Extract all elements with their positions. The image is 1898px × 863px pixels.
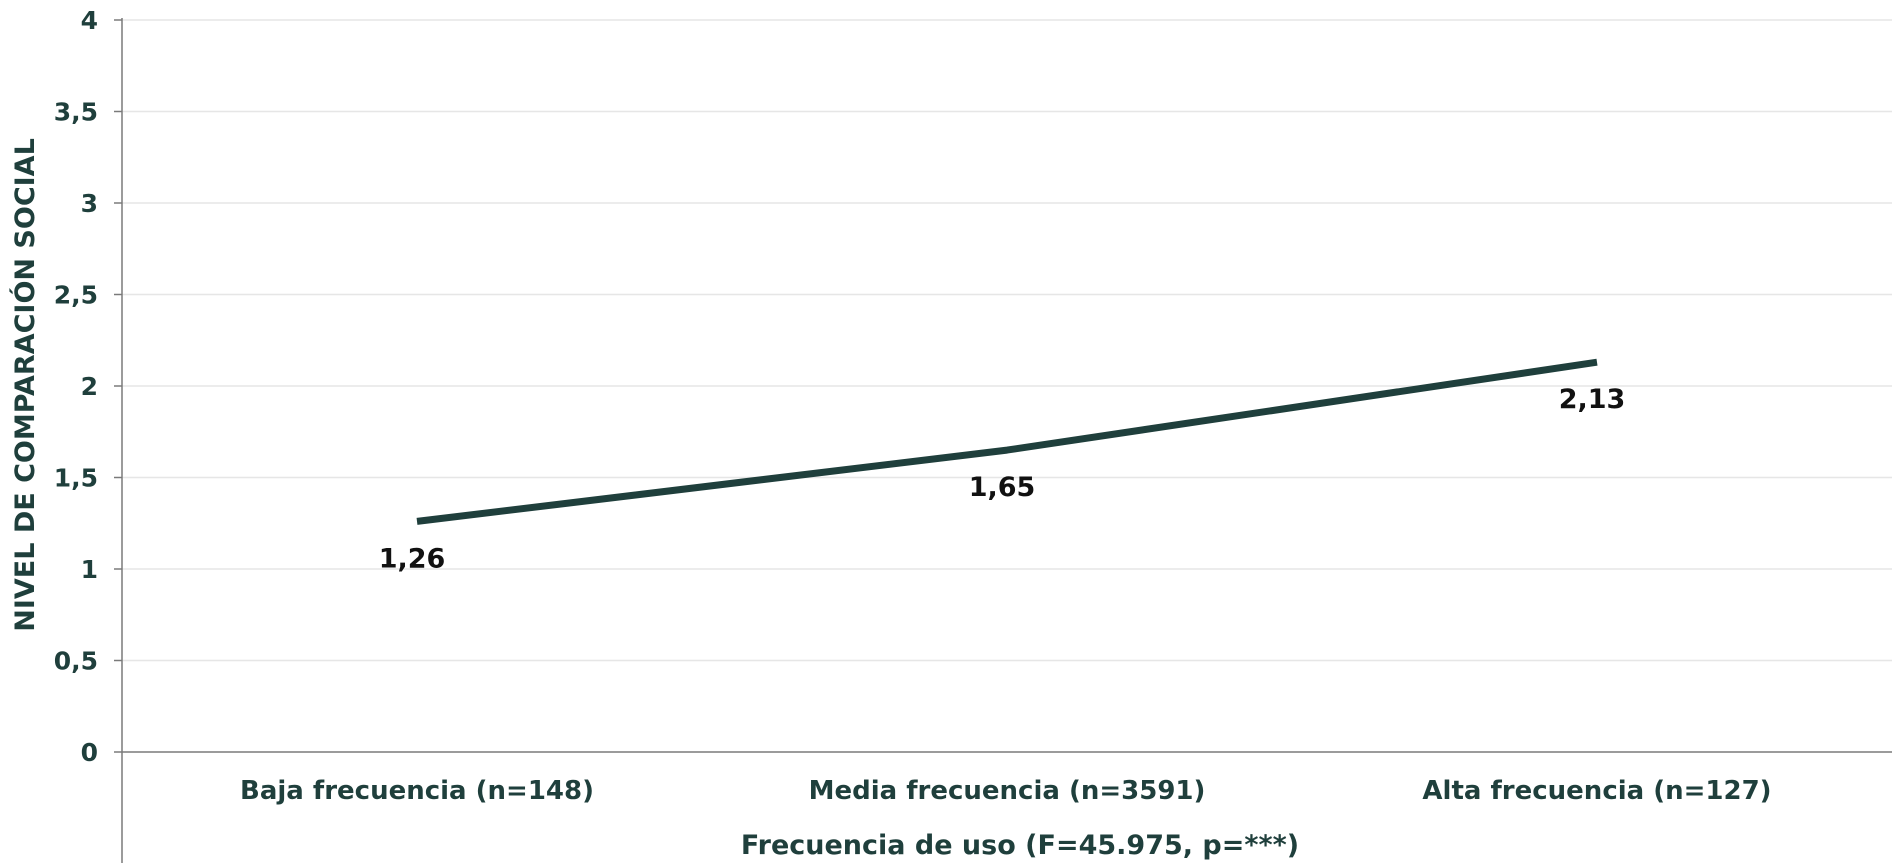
x-category-label: Alta frecuencia (n=127) [1422, 776, 1771, 806]
y-tick-label: 1,5 [54, 464, 98, 493]
x-category-labels: Baja frecuencia (n=148) Media frecuencia … [240, 776, 1772, 806]
x-category-label: Baja frecuencia (n=148) [240, 776, 594, 806]
y-axis-title: NIVEL DE COMPARACIÓN SOCIAL [9, 138, 41, 632]
y-tick-label: 3 [81, 189, 98, 218]
series-line-path [416, 358, 1598, 525]
gridlines [114, 19, 1892, 753]
data-label: 1,26 [379, 543, 446, 574]
y-tick-label: 2 [81, 372, 98, 401]
y-tick-label: 0 [81, 738, 98, 767]
y-tick-label: 3,5 [54, 98, 98, 127]
y-tick-label: 0,5 [54, 647, 98, 676]
x-axis-title: Frecuencia de uso (F=45.975, p=***) [741, 830, 1299, 861]
data-labels: 1,26 1,65 2,13 [379, 384, 1626, 574]
y-tick-label: 4 [81, 6, 98, 35]
y-tick-labels: 0 0,5 1 1,5 2 2,5 3 3,5 4 [54, 6, 98, 767]
y-tick-label: 1 [81, 555, 98, 584]
series-line [416, 358, 1598, 525]
x-category-label: Media frecuencia (n=3591) [809, 776, 1206, 806]
axes [121, 18, 1892, 863]
y-tick-label: 2,5 [54, 281, 98, 310]
data-label: 2,13 [1559, 384, 1626, 415]
data-label: 1,65 [969, 472, 1036, 503]
